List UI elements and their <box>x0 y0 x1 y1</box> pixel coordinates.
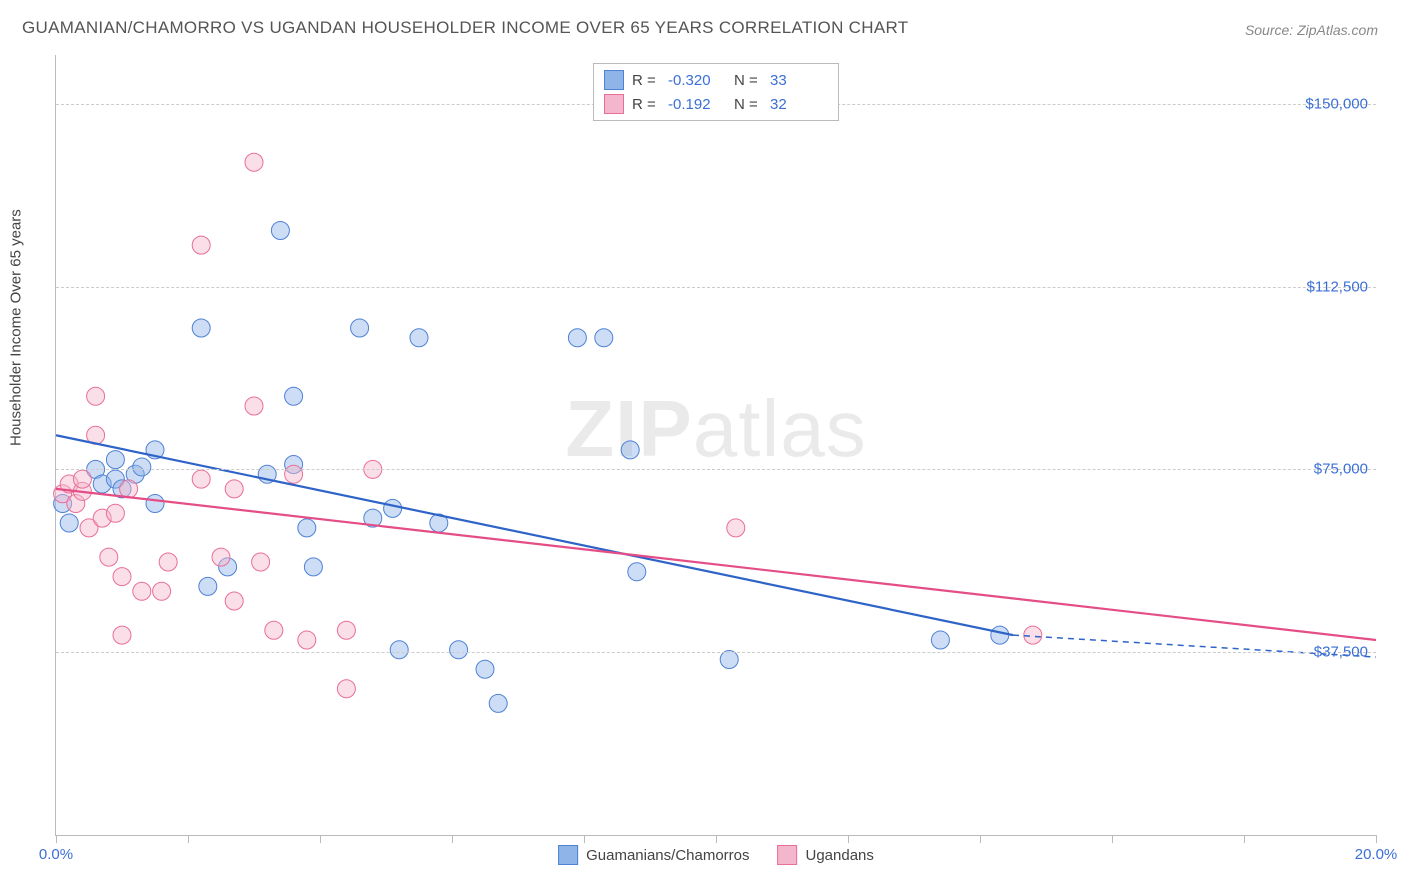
data-point <box>252 553 270 571</box>
data-point <box>595 329 613 347</box>
data-point <box>60 514 78 532</box>
data-point <box>476 660 494 678</box>
y-tick-label: $75,000 <box>1314 461 1368 478</box>
source-label: Source: ZipAtlas.com <box>1245 22 1378 38</box>
regression-line <box>56 435 1013 635</box>
x-tick <box>716 835 717 843</box>
data-point <box>285 465 303 483</box>
r-value-1: -0.192 <box>668 96 726 113</box>
data-point <box>192 319 210 337</box>
data-point <box>285 387 303 405</box>
data-point <box>245 153 263 171</box>
data-point <box>720 651 738 669</box>
r-label: R = <box>632 96 660 113</box>
x-tick <box>1376 835 1377 843</box>
data-point <box>159 553 177 571</box>
plot-area: ZIPatlas R = -0.320 N = 33 R = -0.192 N … <box>55 55 1376 836</box>
x-tick <box>452 835 453 843</box>
n-value-0: 33 <box>770 72 828 89</box>
data-point <box>384 499 402 517</box>
data-point <box>133 582 151 600</box>
r-label: R = <box>632 72 660 89</box>
data-point <box>351 319 369 337</box>
data-point <box>245 397 263 415</box>
data-point <box>621 441 639 459</box>
data-point <box>133 458 151 476</box>
swatch-series-1 <box>604 94 624 114</box>
chart-title: GUAMANIAN/CHAMORRO VS UGANDAN HOUSEHOLDE… <box>22 18 908 38</box>
data-point <box>87 387 105 405</box>
gridline <box>56 287 1376 288</box>
x-tick <box>584 835 585 843</box>
data-point <box>212 548 230 566</box>
n-value-1: 32 <box>770 96 828 113</box>
x-tick-label: 20.0% <box>1355 846 1398 863</box>
data-point <box>120 480 138 498</box>
y-axis-title: Householder Income Over 65 years <box>8 209 25 446</box>
data-point <box>727 519 745 537</box>
n-label: N = <box>734 96 762 113</box>
series-name-1: Ugandans <box>806 847 874 864</box>
data-point <box>73 470 91 488</box>
x-tick <box>188 835 189 843</box>
data-point <box>450 641 468 659</box>
data-point <box>265 621 283 639</box>
data-point <box>991 626 1009 644</box>
data-point <box>225 480 243 498</box>
data-point <box>192 470 210 488</box>
x-tick <box>848 835 849 843</box>
data-point <box>271 222 289 240</box>
x-tick <box>1244 835 1245 843</box>
data-point <box>153 582 171 600</box>
data-point <box>113 626 131 644</box>
x-tick <box>1112 835 1113 843</box>
data-point <box>568 329 586 347</box>
data-point <box>337 680 355 698</box>
swatch-series-0 <box>604 70 624 90</box>
legend-item: Ugandans <box>778 845 874 865</box>
n-label: N = <box>734 72 762 89</box>
data-point <box>192 236 210 254</box>
x-tick-label: 0.0% <box>39 846 73 863</box>
data-point <box>304 558 322 576</box>
data-point <box>410 329 428 347</box>
gridline <box>56 652 1376 653</box>
data-point <box>337 621 355 639</box>
data-point <box>628 563 646 581</box>
swatch-series-1-b <box>778 845 798 865</box>
x-tick <box>320 835 321 843</box>
x-tick <box>980 835 981 843</box>
legend-row: R = -0.320 N = 33 <box>604 68 828 92</box>
data-point <box>298 519 316 537</box>
swatch-series-0-b <box>558 845 578 865</box>
gridline <box>56 469 1376 470</box>
data-point <box>225 592 243 610</box>
x-tick <box>56 835 57 843</box>
data-point <box>100 548 118 566</box>
y-tick-label: $112,500 <box>1307 278 1368 295</box>
data-point <box>113 568 131 586</box>
series-name-0: Guamanians/Chamorros <box>586 847 749 864</box>
data-point <box>298 631 316 649</box>
legend-item: Guamanians/Chamorros <box>558 845 749 865</box>
data-point <box>146 495 164 513</box>
y-tick-label: $37,500 <box>1314 644 1368 661</box>
data-point <box>1024 626 1042 644</box>
data-point <box>106 451 124 469</box>
data-point <box>489 694 507 712</box>
data-point <box>390 641 408 659</box>
r-value-0: -0.320 <box>668 72 726 89</box>
series-legend: Guamanians/Chamorros Ugandans <box>558 845 874 865</box>
data-point <box>199 577 217 595</box>
data-point <box>106 504 124 522</box>
legend-row: R = -0.192 N = 32 <box>604 92 828 116</box>
y-tick-label: $150,000 <box>1305 95 1368 112</box>
correlation-legend: R = -0.320 N = 33 R = -0.192 N = 32 <box>593 63 839 121</box>
chart-svg <box>56 55 1376 835</box>
data-point <box>931 631 949 649</box>
